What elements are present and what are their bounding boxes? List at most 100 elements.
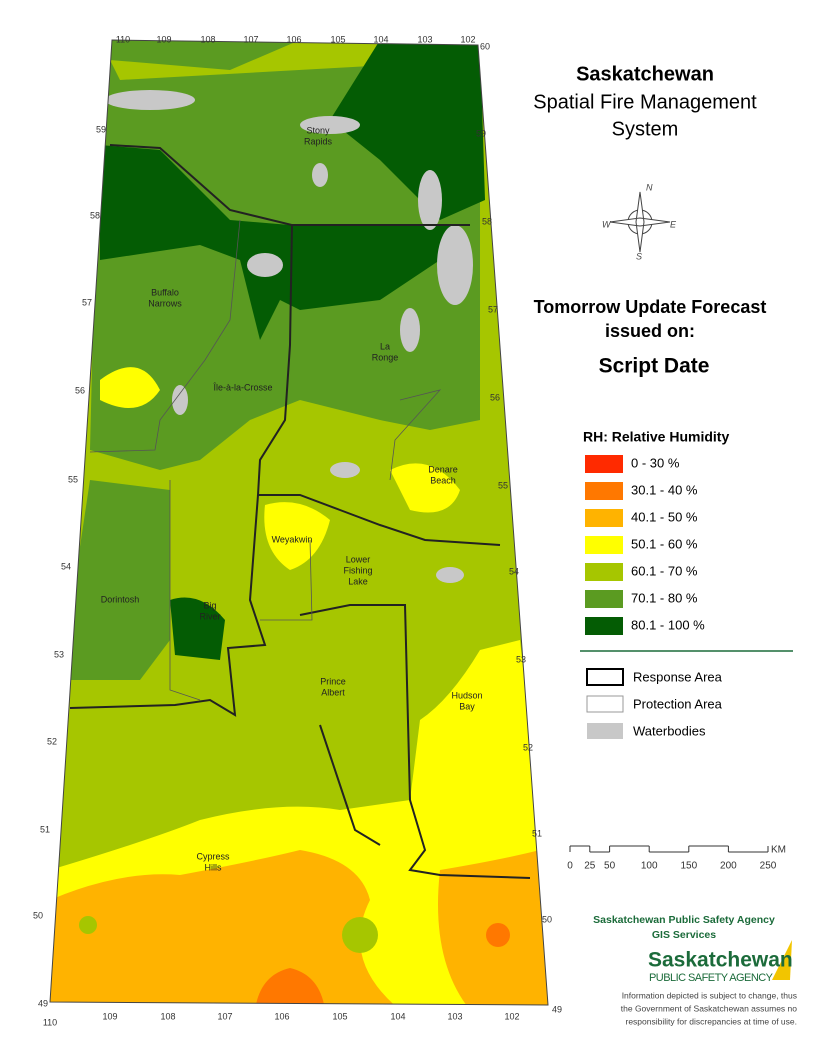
rh-zone bbox=[264, 502, 330, 570]
protection-areas bbox=[89, 219, 442, 701]
place-label: Cypress bbox=[196, 851, 230, 861]
longitude-label: 109 bbox=[102, 1011, 117, 1021]
latitude-label: 53 bbox=[516, 654, 526, 664]
place-label: La bbox=[380, 341, 390, 351]
place-label: Weyakwin bbox=[272, 534, 313, 544]
place-label: Ronge bbox=[372, 352, 399, 362]
legend-swatch bbox=[586, 695, 624, 713]
longitude-label: 110 bbox=[116, 34, 130, 44]
agency-text: GIS Services bbox=[652, 929, 716, 941]
legend-label: Waterbodies bbox=[633, 723, 706, 738]
rh-zone bbox=[170, 597, 225, 660]
legend-swatch bbox=[585, 482, 623, 500]
waterbodies bbox=[105, 90, 473, 583]
svg-text:N: N bbox=[646, 182, 653, 192]
latitude-label: 55 bbox=[68, 474, 78, 484]
longitude-label: 103 bbox=[417, 34, 432, 44]
latitude-label: 58 bbox=[90, 210, 100, 220]
latitude-label: 54 bbox=[61, 561, 71, 571]
forecast-date: Script Date bbox=[599, 355, 710, 378]
place-label: Île-à-la-Crosse bbox=[212, 382, 272, 392]
longitude-label: 104 bbox=[390, 1011, 405, 1021]
title-line: Spatial Fire Management bbox=[533, 91, 757, 113]
latitude-label: 54 bbox=[509, 566, 519, 576]
latitude-label: 56 bbox=[75, 385, 85, 395]
longitude-label: 110 bbox=[43, 1017, 57, 1027]
longitude-label: 108 bbox=[200, 34, 215, 44]
legend-label: 30.1 - 40 % bbox=[631, 482, 698, 497]
longitude-label: 108 bbox=[160, 1011, 175, 1021]
place-label: Hills bbox=[205, 862, 222, 872]
rh-zone bbox=[50, 850, 400, 1005]
legend-label: 80.1 - 100 % bbox=[631, 617, 705, 632]
forecast-line: issued on: bbox=[605, 321, 695, 341]
svg-text:E: E bbox=[670, 219, 677, 229]
longitude-label: 103 bbox=[447, 1011, 462, 1021]
logo-text: Saskatchewan bbox=[648, 949, 793, 972]
legend-swatch bbox=[585, 617, 623, 635]
longitude-label: 105 bbox=[332, 1011, 347, 1021]
legend-label: Protection Area bbox=[633, 696, 723, 711]
longitude-label: 102 bbox=[504, 1011, 519, 1021]
longitude-label: 109 bbox=[156, 34, 171, 44]
logo-subtext: PUBLIC SAFETY AGENCY bbox=[649, 972, 774, 984]
humidity-map bbox=[50, 40, 548, 1005]
latitude-label: 50 bbox=[33, 910, 43, 920]
latitude-label: 51 bbox=[532, 828, 542, 838]
legend-label: 40.1 - 50 % bbox=[631, 509, 698, 524]
latitude-label: 52 bbox=[47, 736, 57, 746]
title-line: Saskatchewan bbox=[576, 63, 714, 85]
latitude-label: 56 bbox=[490, 392, 500, 402]
latitude-label: 59 bbox=[476, 128, 486, 138]
forecast-line: Tomorrow Update Forecast bbox=[534, 297, 767, 317]
disclaimer: the Government of Saskatchewan assumes n… bbox=[621, 1003, 798, 1013]
scale-label: 200 bbox=[720, 861, 737, 872]
latitude-label: 55 bbox=[498, 480, 508, 490]
longitude-label: 105 bbox=[330, 34, 345, 44]
latitude-label: 53 bbox=[54, 649, 64, 659]
scale-label: 50 bbox=[604, 861, 616, 872]
legend-label: 60.1 - 70 % bbox=[631, 563, 698, 578]
latitude-label: 57 bbox=[82, 297, 92, 307]
longitude-label: 102 bbox=[460, 34, 475, 44]
rh-zone bbox=[255, 968, 325, 1005]
latitude-label: 50 bbox=[542, 914, 552, 924]
rh-zone bbox=[330, 40, 485, 220]
province-outline bbox=[49, 39, 549, 1006]
rh-zone bbox=[79, 916, 97, 934]
rh-zone bbox=[100, 145, 460, 340]
rh-zone bbox=[60, 480, 170, 680]
title-line: System bbox=[612, 118, 679, 140]
latitude-label: 51 bbox=[40, 824, 50, 834]
place-label: Denare bbox=[428, 464, 458, 474]
scale-label: 0 bbox=[567, 861, 573, 872]
legend-swatch bbox=[587, 723, 623, 739]
latitude-label: 59 bbox=[96, 124, 106, 134]
legend-swatch bbox=[585, 455, 623, 473]
north-arrow: N W E S bbox=[602, 182, 677, 261]
latitude-label: 60 bbox=[480, 41, 490, 51]
logo-mark bbox=[772, 940, 792, 980]
legend-title: RH: Relative Humidity bbox=[583, 429, 729, 445]
place-label: Lower bbox=[346, 554, 371, 564]
latitude-label: 57 bbox=[488, 304, 498, 314]
place-label: Albert bbox=[321, 687, 345, 697]
longitude-label: 106 bbox=[274, 1011, 289, 1021]
scale-label: 150 bbox=[680, 861, 697, 872]
longitude-label: 104 bbox=[373, 34, 388, 44]
rh-zone bbox=[486, 923, 510, 947]
response-areas bbox=[69, 144, 531, 879]
legend-label: 50.1 - 60 % bbox=[631, 536, 698, 551]
scale-label: 250 bbox=[760, 861, 777, 872]
disclaimer: responsibility for discrepancies at time… bbox=[626, 1016, 798, 1026]
legend-label: 70.1 - 80 % bbox=[631, 590, 698, 605]
latitude-label: 52 bbox=[523, 742, 533, 752]
longitude-label: 106 bbox=[286, 34, 301, 44]
scale-label: 25 bbox=[584, 861, 596, 872]
legend-swatch bbox=[585, 590, 623, 608]
longitude-label: 107 bbox=[243, 34, 258, 44]
place-label: Narrows bbox=[148, 298, 182, 308]
